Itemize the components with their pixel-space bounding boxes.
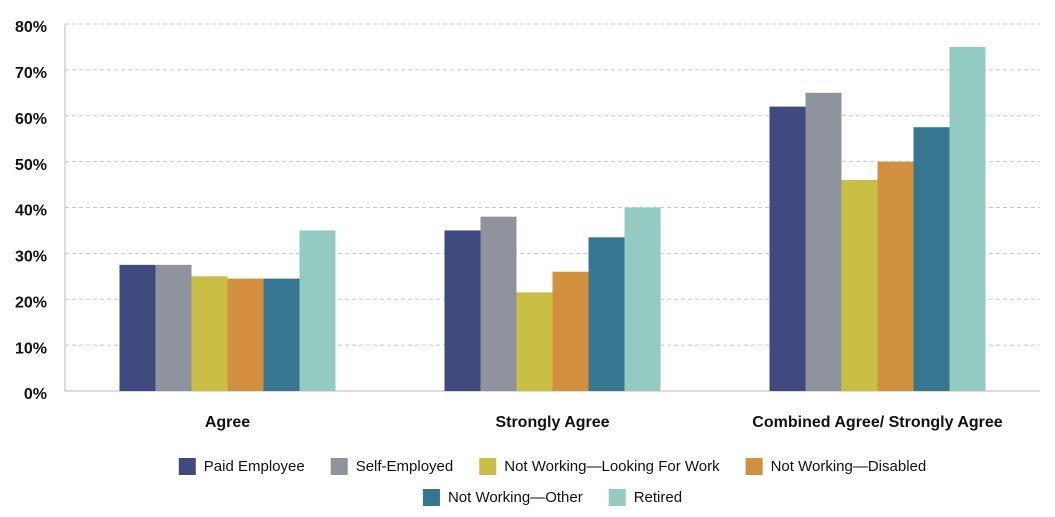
legend-swatch — [330, 458, 348, 475]
legend-label: Paid Employee — [204, 458, 305, 475]
legend-swatch — [608, 489, 626, 506]
bar — [263, 278, 300, 391]
bar — [769, 106, 806, 391]
y-tick-label: 30% — [15, 249, 47, 266]
bar — [913, 127, 950, 391]
y-tick-label: 60% — [15, 111, 47, 128]
legend-label: Not Working—Looking For Work — [504, 458, 720, 475]
y-tick-label: 70% — [15, 65, 47, 82]
y-tick-label: 20% — [15, 294, 47, 311]
bar — [624, 207, 661, 391]
legend-swatch — [178, 458, 196, 475]
bar — [299, 230, 336, 391]
x-tick-label: Combined Agree/ Strongly Agree — [752, 414, 1003, 431]
bar — [949, 46, 986, 391]
y-tick-label: 10% — [15, 340, 47, 357]
y-tick-label: 0% — [24, 386, 47, 403]
y-tick-label: 40% — [15, 203, 47, 220]
legend-label: Self-Employed — [356, 458, 454, 475]
legend-swatch — [479, 458, 497, 475]
bar — [155, 264, 192, 391]
bar — [191, 276, 228, 391]
bar — [516, 292, 553, 391]
bar — [119, 264, 156, 391]
y-tick-label: 80% — [15, 19, 47, 36]
bar — [805, 92, 842, 391]
legend-swatch — [745, 458, 763, 475]
bar — [841, 179, 878, 391]
bar — [877, 161, 914, 391]
x-tick-label: Strongly Agree — [495, 414, 609, 431]
x-tick-label: Agree — [205, 414, 250, 431]
bar — [444, 230, 481, 391]
bar — [227, 278, 264, 391]
legend-label: Not Working—Other — [448, 489, 583, 506]
legend-label: Retired — [634, 489, 682, 506]
bar — [588, 237, 625, 391]
bar — [552, 271, 589, 391]
legend-swatch — [422, 489, 440, 506]
y-tick-label: 50% — [15, 157, 47, 174]
legend-label: Not Working—Disabled — [771, 458, 927, 475]
bar — [480, 216, 517, 391]
